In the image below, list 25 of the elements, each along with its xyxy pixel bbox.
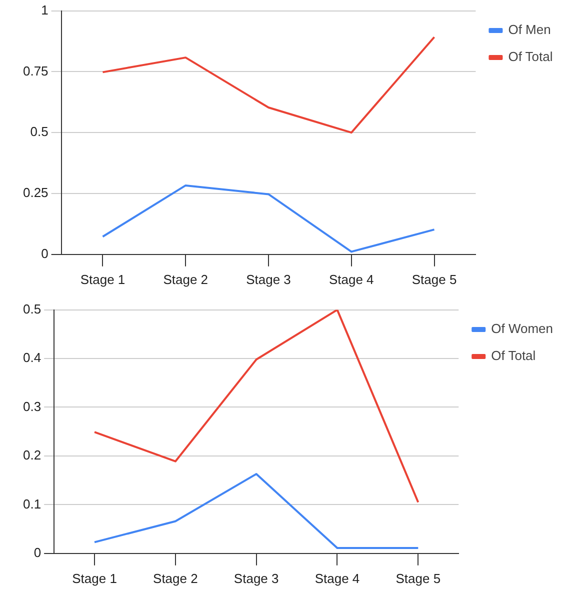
x-tick-label: Stage 1 <box>80 272 126 287</box>
y-tick-label: 0.4 <box>22 350 42 366</box>
x-tick-label: Stage 2 <box>153 570 198 586</box>
x-tick-label: Stage 4 <box>314 570 360 586</box>
y-tick-label: 0.75 <box>22 63 48 78</box>
legend-label: Of Total <box>508 49 553 64</box>
y-tick-label: 0 <box>41 246 48 261</box>
y-tick-label: 0.2 <box>22 448 42 463</box>
y-tick-label: 0.3 <box>22 398 42 414</box>
y-tick-label: 0.5 <box>30 124 48 140</box>
x-tick-label: Stage 2 <box>163 272 208 287</box>
y-tick-label: 0.5 <box>22 301 42 316</box>
x-tick-label: Stage 1 <box>72 570 117 586</box>
legend-label: Of Women <box>491 321 553 336</box>
y-tick-label: 1 <box>41 2 48 18</box>
x-tick-label: Stage 5 <box>396 570 441 586</box>
x-tick-label: Stage 4 <box>328 272 374 287</box>
y-tick-label: 0.1 <box>22 496 42 512</box>
y-tick-label: 0 <box>34 544 42 560</box>
x-tick-label: Stage 5 <box>412 272 457 287</box>
legend-label: Of Total <box>491 348 536 364</box>
x-tick-label: Stage 3 <box>246 272 291 287</box>
x-tick-label: Stage 3 <box>234 570 279 586</box>
legend-label: Of Men <box>508 22 551 38</box>
y-tick-label: 0.25 <box>22 185 48 200</box>
